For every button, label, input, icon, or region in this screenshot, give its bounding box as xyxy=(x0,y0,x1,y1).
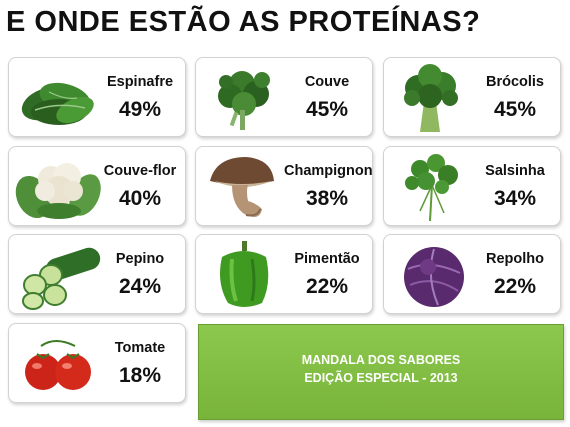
item-percent: 22% xyxy=(493,275,537,298)
item-percent: 45% xyxy=(493,98,537,121)
item-name: Couve xyxy=(304,74,350,90)
item-name: Brócolis xyxy=(485,74,544,90)
cauliflower-image xyxy=(15,163,101,219)
card-repolho: Repolho 22% xyxy=(383,234,561,314)
credit-banner: MANDALA DOS SABORES EDIÇÃO ESPECIAL - 20… xyxy=(198,324,564,420)
item-name: Pepino xyxy=(115,251,165,267)
item-name: Espinafre xyxy=(106,74,174,90)
card-couve-flor: Couve-flor 40% xyxy=(8,146,186,226)
mushroom-image xyxy=(210,157,274,217)
banner-line-1: MANDALA DOS SABORES xyxy=(301,353,461,367)
kale-image xyxy=(218,71,270,130)
item-name: Couve-flor xyxy=(103,163,177,179)
item-name: Tomate xyxy=(114,340,166,356)
item-name: Salsinha xyxy=(485,163,545,179)
card-couve: Couve 45% xyxy=(195,57,373,137)
card-tomate: Tomate 18% xyxy=(8,323,186,403)
card-pepino: Pepino 24% xyxy=(8,234,186,314)
cucumber-image xyxy=(22,247,101,310)
item-percent: 49% xyxy=(118,98,162,121)
card-espinafre: Espinafre 49% xyxy=(8,57,186,137)
item-percent: 24% xyxy=(118,275,162,298)
item-percent: 34% xyxy=(493,187,537,210)
item-percent: 38% xyxy=(305,187,349,210)
card-salsinha: Salsinha 34% xyxy=(383,146,561,226)
item-name: Champignon xyxy=(284,163,373,179)
red-cabbage-image xyxy=(404,247,464,307)
banner-line-2: EDIÇÃO ESPECIAL - 2013 xyxy=(304,371,458,385)
tomato-image xyxy=(25,340,91,390)
item-name: Pimentão xyxy=(294,251,360,267)
item-percent: 45% xyxy=(305,98,349,121)
item-percent: 40% xyxy=(118,187,162,210)
item-percent: 18% xyxy=(118,364,162,387)
page-title: E ONDE ESTÃO AS PROTEÍNAS? xyxy=(6,6,481,38)
card-brocolis: Brócolis 45% xyxy=(383,57,561,137)
green-pepper-image xyxy=(220,241,269,307)
card-champignon: Champignon 38% xyxy=(195,146,373,226)
card-pimentao: Pimentão 22% xyxy=(195,234,373,314)
parsley-image xyxy=(405,154,458,222)
broccoli-image xyxy=(404,64,458,132)
spinach-image xyxy=(21,82,94,125)
item-percent: 22% xyxy=(305,275,349,298)
item-name: Repolho xyxy=(486,251,544,267)
